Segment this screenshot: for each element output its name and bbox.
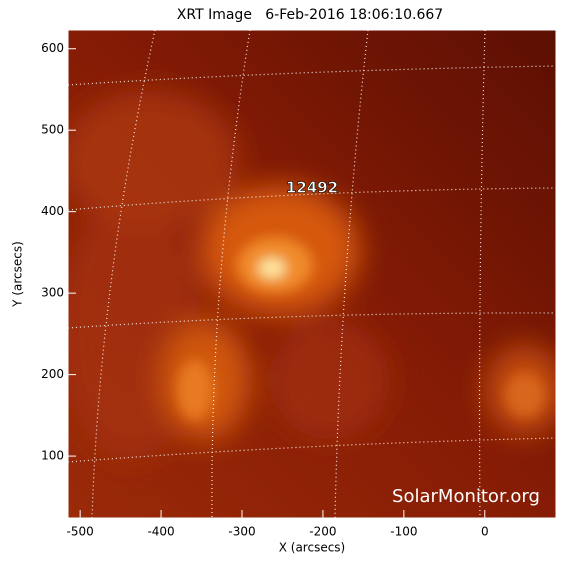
y-tick-label: 500 [41, 123, 64, 137]
watermark: SolarMonitor.org [392, 486, 540, 507]
x-tick-label: -400 [147, 525, 174, 539]
y-tick-label: 300 [41, 286, 64, 300]
chart-title: XRT Image 6-Feb-2016 18:06:10.667 [177, 7, 443, 23]
x-tick-label: -500 [67, 525, 94, 539]
y-tick-label: 100 [41, 449, 64, 463]
x-axis-label: X (arcsecs) [279, 541, 346, 555]
x-tick-label: -200 [309, 525, 336, 539]
y-tick-label: 600 [41, 41, 64, 55]
plot-frame [67, 29, 557, 519]
y-axis-label: Y (arcsecs) [11, 241, 25, 308]
region-label: 12492 [286, 179, 338, 197]
x-tick-label: 0 [481, 525, 489, 539]
x-tick-label: -100 [390, 525, 417, 539]
x-tick-label: -300 [228, 525, 255, 539]
y-tick-label: 200 [41, 367, 64, 381]
y-tick-label: 400 [41, 204, 64, 218]
solar-image [68, 30, 556, 518]
